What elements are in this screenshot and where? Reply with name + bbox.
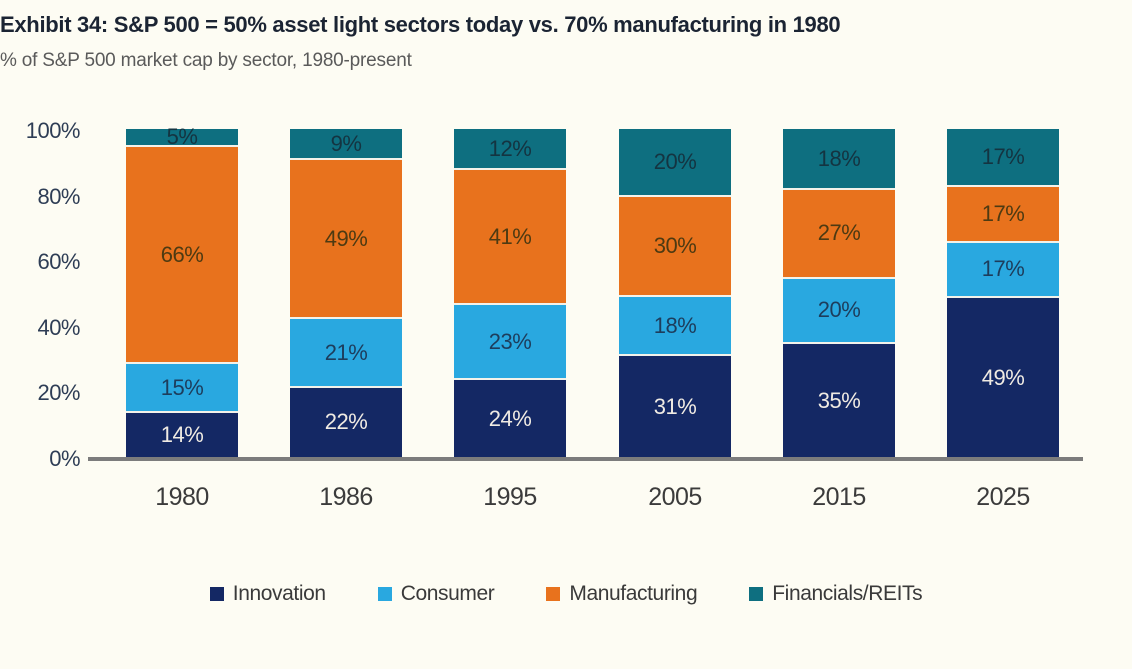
segment-value-label: 35% [817, 387, 861, 413]
y-tick-label-0: 0% [49, 446, 80, 471]
segment-manufacturing-1995: 41% [454, 168, 566, 303]
x-tick-label-2025: 2025 [976, 483, 1030, 511]
segment-value-label: 23% [488, 328, 532, 354]
segment-value-label: 31% [653, 393, 697, 419]
bar-2015: 35% 20% 27% 18% [783, 129, 895, 457]
segment-innovation-2025: 49% [947, 296, 1059, 457]
segment-financials-reits-1986: 9% [290, 129, 402, 159]
x-axis-line [88, 457, 1083, 461]
segment-manufacturing-1980: 66% [126, 145, 238, 362]
segment-manufacturing-1986: 49% [290, 158, 402, 318]
segment-financials-reits-2025: 17% [947, 129, 1059, 185]
segment-value-label: 20% [817, 297, 861, 323]
x-tick-label-1986: 1986 [319, 483, 373, 511]
segment-value-label: 5% [166, 124, 198, 150]
segment-value-label: 30% [653, 233, 697, 258]
legend-label-innovation: Innovation [232, 582, 326, 605]
segment-financials-reits-1980: 5% [126, 124, 238, 150]
segment-innovation-2005: 31% [619, 354, 731, 457]
x-tick-label-1995: 1995 [483, 483, 537, 511]
x-tick-label-1980: 1980 [155, 483, 209, 511]
segment-value-label: 24% [488, 405, 532, 431]
segment-innovation-1986: 22% [290, 385, 402, 457]
bar-1980: 14% 15% 66% 5% [126, 124, 238, 457]
segment-value-label: 41% [488, 223, 532, 249]
segment-consumer-2025: 17% [947, 240, 1059, 297]
legend-swatch-consumer [377, 587, 392, 601]
legend-label-manufacturing: Manufacturing [569, 582, 698, 605]
exhibit-subtitle: % of S&P 500 market cap by sector, 1980-… [0, 50, 412, 71]
segment-value-label: 22% [324, 409, 368, 435]
y-tick-label-40: 40% [37, 314, 80, 340]
segment-value-label: 17% [981, 143, 1025, 169]
segment-financials-reits-1995: 12% [454, 129, 566, 169]
x-tick-label-2015: 2015 [812, 483, 866, 511]
legend-item-innovation: Innovation [209, 582, 326, 606]
bar-1995: 24% 23% 41% 12% [454, 129, 566, 457]
x-tick-label-2005: 2005 [648, 483, 702, 511]
segment-consumer-1986: 21% [290, 317, 402, 386]
segment-value-label: 18% [817, 145, 861, 171]
segment-manufacturing-2015: 27% [783, 188, 895, 277]
segment-consumer-1980: 15% [126, 361, 238, 412]
segment-financials-reits-2015: 18% [783, 129, 895, 188]
segment-innovation-1995: 24% [454, 378, 566, 457]
y-tick-label-60: 60% [37, 249, 80, 275]
segment-consumer-1995: 23% [454, 302, 566, 379]
segment-innovation-1980: 14% [126, 411, 238, 457]
y-tick-label-80: 80% [37, 183, 80, 209]
segment-value-label: 21% [324, 339, 368, 365]
exhibit-title: Exhibit 34: S&P 500 = 50% asset light se… [0, 12, 841, 37]
segment-consumer-2005: 18% [619, 294, 731, 355]
segment-consumer-2015: 20% [783, 276, 895, 343]
legend-swatch-manufacturing [546, 587, 561, 601]
segment-value-label: 17% [981, 200, 1025, 226]
legend-label-financials-reits: Financials/REITs [772, 582, 923, 605]
segment-value-label: 14% [160, 422, 204, 448]
segment-value-label: 66% [160, 241, 204, 267]
y-tick-label-100: 100% [25, 118, 81, 143]
segment-financials-reits-2005: 20% [619, 129, 731, 196]
legend-swatch-financials-reits [749, 587, 764, 601]
segment-value-label: 17% [981, 256, 1025, 282]
segment-value-label: 12% [488, 135, 532, 161]
legend-item-manufacturing: Manufacturing [546, 582, 698, 606]
segment-value-label: 20% [653, 149, 697, 175]
segment-value-label: 9% [330, 130, 362, 156]
segment-manufacturing-2025: 17% [947, 184, 1059, 241]
segment-value-label: 49% [324, 225, 368, 251]
legend-item-consumer: Consumer [377, 582, 495, 606]
bar-2025: 49% 17% 17% 17% [947, 129, 1059, 457]
bar-2005: 31% 18% 30% 20% [619, 129, 731, 457]
segment-innovation-2015: 35% [783, 342, 895, 457]
legend-item-financials-reits: Financials/REITs [749, 582, 923, 606]
segment-value-label: 18% [653, 312, 697, 338]
segment-value-label: 49% [981, 364, 1025, 390]
legend-label-consumer: Consumer [400, 582, 495, 605]
bar-1986: 22% 21% 49% 9% [290, 129, 402, 457]
segment-value-label: 15% [160, 374, 204, 400]
legend: Innovation Consumer Manufacturing Financial… [0, 582, 1132, 606]
legend-swatch-innovation [209, 587, 224, 601]
segment-manufacturing-2005: 30% [619, 195, 731, 295]
y-tick-label-20: 20% [37, 380, 80, 406]
segment-value-label: 27% [817, 220, 861, 246]
